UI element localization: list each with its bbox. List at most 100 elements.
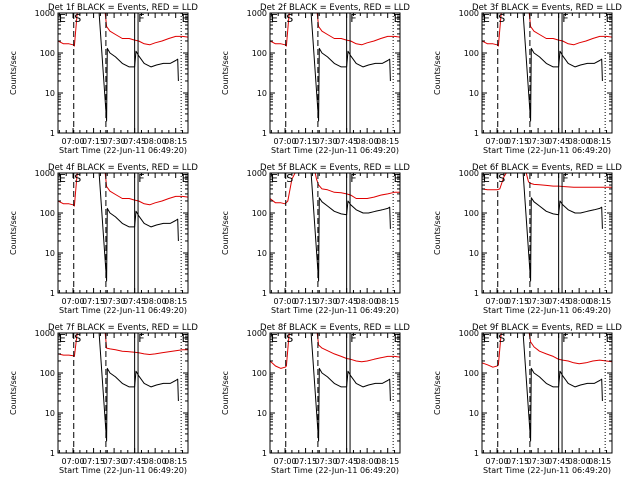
x-tick-label: 08:00: [356, 457, 379, 466]
y-tick-label: 100: [40, 369, 55, 378]
series-group: [482, 13, 612, 122]
series-group: [270, 13, 400, 122]
x-tick-label: 07:00: [486, 137, 509, 146]
marker-label-s: S: [286, 12, 293, 25]
x-axis-label: Start Time (22-Jun-11 06:49:20): [271, 306, 399, 315]
y-tick-label: 10: [257, 249, 267, 258]
plot-frame: [481, 12, 613, 134]
y-tick-label: 1: [474, 449, 479, 458]
event-lines: [73, 173, 182, 293]
panel-title: Det 9f BLACK = Events, RED = LLD: [472, 323, 622, 333]
marker-label-e: E: [59, 332, 66, 345]
marker-label-f: F: [562, 332, 568, 345]
panel-title: Det 2f BLACK = Events, RED = LLD: [260, 3, 410, 13]
panel-8: Det 8f BLACK = Events, RED = LLD Counts/s…: [221, 323, 410, 475]
series-group: [482, 333, 612, 442]
marker-label-s: S: [498, 332, 505, 345]
x-tick-label: 08:15: [164, 457, 187, 466]
marker-label-e: E: [606, 12, 613, 25]
y-tick-label: 100: [464, 209, 479, 218]
x-tick-label: 07:45: [547, 457, 570, 466]
y-tick-label: 10: [257, 89, 267, 98]
y-tick-label: 1: [262, 449, 267, 458]
plot-frame: [57, 332, 189, 454]
x-tick-label: 08:00: [568, 297, 591, 306]
series-line-lld: [270, 333, 400, 369]
panel-5: Det 5f BLACK = Events, RED = LLD Counts/s…: [221, 163, 410, 315]
marker-label-s: S: [498, 12, 505, 25]
series-line-lld: [270, 13, 400, 47]
panel-title: Det 8f BLACK = Events, RED = LLD: [260, 323, 410, 333]
panel-6: Det 6f BLACK = Events, RED = LLD Counts/s…: [433, 163, 622, 315]
panel-title: Det 7f BLACK = Events, RED = LLD: [48, 323, 198, 333]
marker-label-s: S: [286, 172, 293, 185]
y-tick-label: 10: [469, 409, 479, 418]
marker-label-e: E: [483, 12, 490, 25]
x-tick-label: 07:00: [62, 297, 85, 306]
series-line-lld: [482, 13, 612, 47]
marker-label-e: E: [271, 332, 278, 345]
marker-label-e: E: [394, 332, 401, 345]
y-tick-label: 10: [257, 409, 267, 418]
x-tick-label: 07:00: [486, 297, 509, 306]
x-axis-label: Start Time (22-Jun-11 06:49:20): [59, 146, 187, 155]
plot-frame: [57, 172, 189, 294]
x-tick-label: 07:00: [274, 457, 297, 466]
x-tick-label: 07:30: [527, 137, 550, 146]
x-tick-label: 07:15: [294, 137, 317, 146]
x-tick-label: 07:30: [527, 297, 550, 306]
event-lines: [285, 13, 394, 133]
x-tick-label: 08:00: [356, 137, 379, 146]
marker-label-e: E: [59, 12, 66, 25]
marker-label-e: E: [394, 172, 401, 185]
x-tick-label: 07:45: [335, 137, 358, 146]
plot-frame: [269, 12, 401, 134]
y-axis-label: Counts/sec: [221, 371, 230, 415]
x-axis-label: Start Time (22-Jun-11 06:49:20): [59, 306, 187, 315]
panel-title: Det 3f BLACK = Events, RED = LLD: [472, 3, 622, 13]
plot-frame: [57, 12, 189, 134]
event-lines: [497, 13, 606, 133]
x-tick-label: 07:15: [294, 457, 317, 466]
y-tick-label: 1: [474, 129, 479, 138]
y-tick-label: 100: [464, 49, 479, 58]
y-axis-label: Counts/sec: [221, 211, 230, 255]
y-axis-label: Counts/sec: [433, 371, 442, 415]
panel-1: Det 1f BLACK = Events, RED = LLD Counts/s…: [9, 3, 198, 155]
x-tick-label: 07:15: [506, 297, 529, 306]
marker-label-e: E: [483, 332, 490, 345]
y-tick-label: 1000: [459, 169, 479, 178]
y-axis-label: Counts/sec: [9, 51, 18, 95]
series-line-events: [482, 13, 603, 122]
y-tick-label: 1000: [459, 329, 479, 338]
event-lines: [285, 333, 394, 453]
x-tick-label: 08:00: [568, 137, 591, 146]
marker-label-e: E: [182, 172, 189, 185]
x-tick-label: 07:15: [506, 457, 529, 466]
y-tick-label: 10: [45, 89, 55, 98]
series-line-events: [270, 13, 391, 122]
y-tick-label: 1: [262, 289, 267, 298]
x-tick-label: 08:15: [588, 137, 611, 146]
series-line-events: [482, 173, 603, 282]
y-tick-label: 10: [469, 89, 479, 98]
x-tick-label: 07:30: [315, 457, 338, 466]
series-line-lld: [58, 333, 188, 357]
x-tick-label: 08:15: [588, 297, 611, 306]
marker-label-e: E: [483, 172, 490, 185]
marker-label-f: F: [350, 172, 356, 185]
y-axis-label: Counts/sec: [9, 371, 18, 415]
y-tick-label: 1: [50, 289, 55, 298]
x-axis-label: Start Time (22-Jun-11 06:49:20): [271, 146, 399, 155]
marker-label-e: E: [182, 332, 189, 345]
x-tick-label: 07:00: [62, 457, 85, 466]
event-lines: [285, 173, 394, 293]
x-axis-label: Start Time (22-Jun-11 06:49:20): [59, 466, 187, 475]
x-tick-label: 07:45: [547, 137, 570, 146]
series-line-lld: [482, 173, 612, 191]
x-tick-label: 07:15: [82, 297, 105, 306]
x-tick-label: 08:15: [376, 137, 399, 146]
y-tick-label: 1000: [35, 9, 55, 18]
